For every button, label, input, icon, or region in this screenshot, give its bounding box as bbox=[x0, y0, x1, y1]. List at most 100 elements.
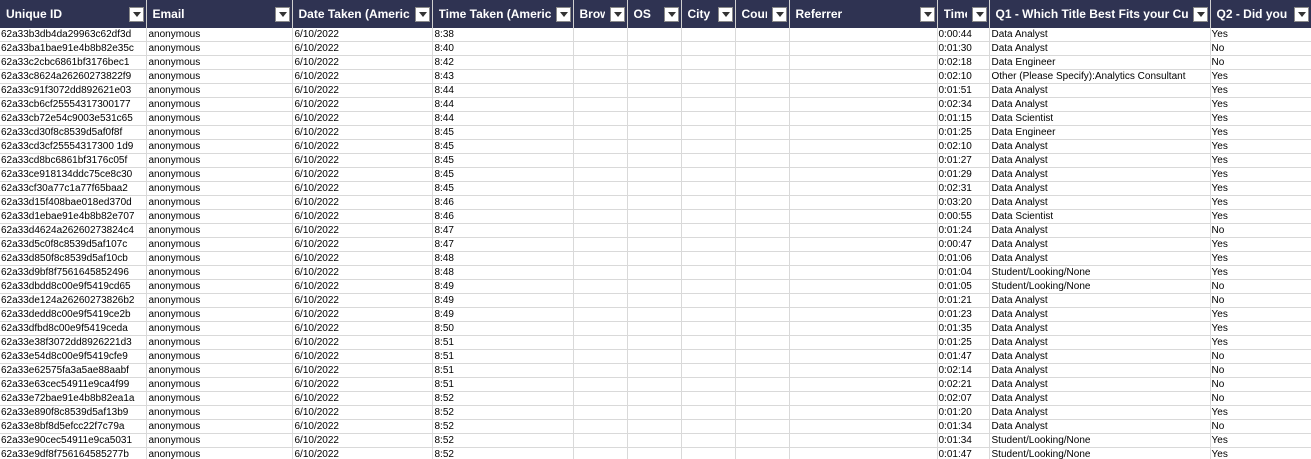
cell-q2-switch[interactable]: Yes bbox=[1210, 307, 1311, 322]
cell-time[interactable]: 0:02:10 bbox=[937, 139, 990, 154]
cell-time[interactable]: 0:01:15 bbox=[937, 111, 990, 126]
cell-q2-switch[interactable]: Yes bbox=[1210, 181, 1311, 196]
cell-country[interactable] bbox=[735, 83, 790, 98]
cell-email[interactable]: anonymous bbox=[146, 125, 293, 140]
cell-browser[interactable] bbox=[573, 293, 628, 308]
cell-os[interactable] bbox=[627, 55, 682, 70]
cell-referrer[interactable] bbox=[789, 405, 938, 420]
cell-browser[interactable] bbox=[573, 307, 628, 322]
cell-q1-title[interactable]: Other (Please Specify):Analytics Consult… bbox=[989, 69, 1211, 84]
cell-os[interactable] bbox=[627, 307, 682, 322]
cell-unique-id[interactable]: 62a33e90cec54911e9ca5031 bbox=[0, 433, 147, 448]
column-header-q1-title[interactable]: Q1 - Which Title Best Fits your Curre bbox=[989, 0, 1211, 28]
cell-date-taken[interactable]: 6/10/2022 bbox=[292, 125, 433, 140]
cell-time[interactable]: 0:02:34 bbox=[937, 97, 990, 112]
cell-unique-id[interactable]: 62a33cd3cf25554317300 1d9 bbox=[0, 139, 147, 154]
cell-browser[interactable] bbox=[573, 223, 628, 238]
cell-unique-id[interactable]: 62a33d9bf8f7561645852496 bbox=[0, 265, 147, 280]
cell-email[interactable]: anonymous bbox=[146, 251, 293, 266]
filter-dropdown-icon[interactable] bbox=[609, 7, 625, 22]
cell-referrer[interactable] bbox=[789, 195, 938, 210]
cell-referrer[interactable] bbox=[789, 307, 938, 322]
cell-city[interactable] bbox=[681, 237, 736, 252]
cell-q1-title[interactable]: Data Analyst bbox=[989, 321, 1211, 336]
cell-date-taken[interactable]: 6/10/2022 bbox=[292, 55, 433, 70]
cell-browser[interactable] bbox=[573, 195, 628, 210]
cell-q1-title[interactable]: Data Analyst bbox=[989, 405, 1211, 420]
cell-q2-switch[interactable]: No bbox=[1210, 391, 1311, 406]
cell-city[interactable] bbox=[681, 377, 736, 392]
cell-email[interactable]: anonymous bbox=[146, 433, 293, 448]
cell-browser[interactable] bbox=[573, 405, 628, 420]
cell-country[interactable] bbox=[735, 363, 790, 378]
cell-email[interactable]: anonymous bbox=[146, 209, 293, 224]
cell-date-taken[interactable]: 6/10/2022 bbox=[292, 335, 433, 350]
cell-email[interactable]: anonymous bbox=[146, 293, 293, 308]
cell-country[interactable] bbox=[735, 433, 790, 448]
cell-q1-title[interactable]: Data Analyst bbox=[989, 167, 1211, 182]
cell-q2-switch[interactable]: No bbox=[1210, 293, 1311, 308]
cell-country[interactable] bbox=[735, 307, 790, 322]
cell-q1-title[interactable]: Data Analyst bbox=[989, 307, 1211, 322]
cell-unique-id[interactable]: 62a33dfbd8c00e9f5419ceda bbox=[0, 321, 147, 336]
cell-time-taken[interactable]: 8:46 bbox=[432, 195, 574, 210]
cell-os[interactable] bbox=[627, 251, 682, 266]
cell-q2-switch[interactable]: Yes bbox=[1210, 139, 1311, 154]
cell-q2-switch[interactable]: Yes bbox=[1210, 167, 1311, 182]
cell-q2-switch[interactable]: Yes bbox=[1210, 125, 1311, 140]
cell-referrer[interactable] bbox=[789, 167, 938, 182]
cell-date-taken[interactable]: 6/10/2022 bbox=[292, 363, 433, 378]
cell-referrer[interactable] bbox=[789, 111, 938, 126]
cell-referrer[interactable] bbox=[789, 28, 938, 42]
cell-q2-switch[interactable]: No bbox=[1210, 279, 1311, 294]
filter-dropdown-icon[interactable] bbox=[274, 7, 290, 22]
cell-time-taken[interactable]: 8:45 bbox=[432, 181, 574, 196]
cell-country[interactable] bbox=[735, 55, 790, 70]
cell-unique-id[interactable]: 62a33d15f408bae018ed370d bbox=[0, 195, 147, 210]
cell-time[interactable]: 0:02:21 bbox=[937, 377, 990, 392]
cell-referrer[interactable] bbox=[789, 181, 938, 196]
cell-q1-title[interactable]: Data Analyst bbox=[989, 237, 1211, 252]
cell-country[interactable] bbox=[735, 125, 790, 140]
cell-time-taken[interactable]: 8:44 bbox=[432, 83, 574, 98]
cell-country[interactable] bbox=[735, 153, 790, 168]
cell-date-taken[interactable]: 6/10/2022 bbox=[292, 41, 433, 56]
cell-email[interactable]: anonymous bbox=[146, 363, 293, 378]
cell-referrer[interactable] bbox=[789, 251, 938, 266]
column-header-os[interactable]: OS bbox=[627, 0, 682, 28]
cell-os[interactable] bbox=[627, 41, 682, 56]
cell-city[interactable] bbox=[681, 433, 736, 448]
cell-browser[interactable] bbox=[573, 111, 628, 126]
column-header-q2-switch[interactable]: Q2 - Did you swi bbox=[1210, 0, 1311, 28]
cell-referrer[interactable] bbox=[789, 125, 938, 140]
cell-city[interactable] bbox=[681, 28, 736, 42]
cell-date-taken[interactable]: 6/10/2022 bbox=[292, 321, 433, 336]
cell-unique-id[interactable]: 62a33e54d8c00e9f5419cfe9 bbox=[0, 349, 147, 364]
cell-unique-id[interactable]: 62a33e9df8f756164585277b bbox=[0, 447, 147, 459]
column-header-browser[interactable]: Brow bbox=[573, 0, 628, 28]
cell-date-taken[interactable]: 6/10/2022 bbox=[292, 237, 433, 252]
cell-browser[interactable] bbox=[573, 97, 628, 112]
cell-time[interactable]: 0:01:21 bbox=[937, 293, 990, 308]
cell-referrer[interactable] bbox=[789, 223, 938, 238]
column-header-country[interactable]: Coun bbox=[735, 0, 790, 28]
cell-q1-title[interactable]: Data Analyst bbox=[989, 153, 1211, 168]
cell-unique-id[interactable]: 62a33cd30f8c8539d5af0f8f bbox=[0, 125, 147, 140]
cell-q1-title[interactable]: Student/Looking/None bbox=[989, 265, 1211, 280]
cell-city[interactable] bbox=[681, 307, 736, 322]
cell-time[interactable]: 0:00:47 bbox=[937, 237, 990, 252]
cell-unique-id[interactable]: 62a33d4624a26260273824c4 bbox=[0, 223, 147, 238]
cell-q2-switch[interactable]: Yes bbox=[1210, 97, 1311, 112]
cell-q1-title[interactable]: Data Scientist bbox=[989, 111, 1211, 126]
column-header-date-taken[interactable]: Date Taken (America bbox=[292, 0, 433, 28]
cell-referrer[interactable] bbox=[789, 237, 938, 252]
cell-email[interactable]: anonymous bbox=[146, 223, 293, 238]
cell-q2-switch[interactable]: No bbox=[1210, 377, 1311, 392]
cell-country[interactable] bbox=[735, 251, 790, 266]
cell-q1-title[interactable]: Data Analyst bbox=[989, 97, 1211, 112]
cell-city[interactable] bbox=[681, 349, 736, 364]
cell-q2-switch[interactable]: Yes bbox=[1210, 237, 1311, 252]
cell-os[interactable] bbox=[627, 363, 682, 378]
cell-date-taken[interactable]: 6/10/2022 bbox=[292, 251, 433, 266]
cell-os[interactable] bbox=[627, 419, 682, 434]
